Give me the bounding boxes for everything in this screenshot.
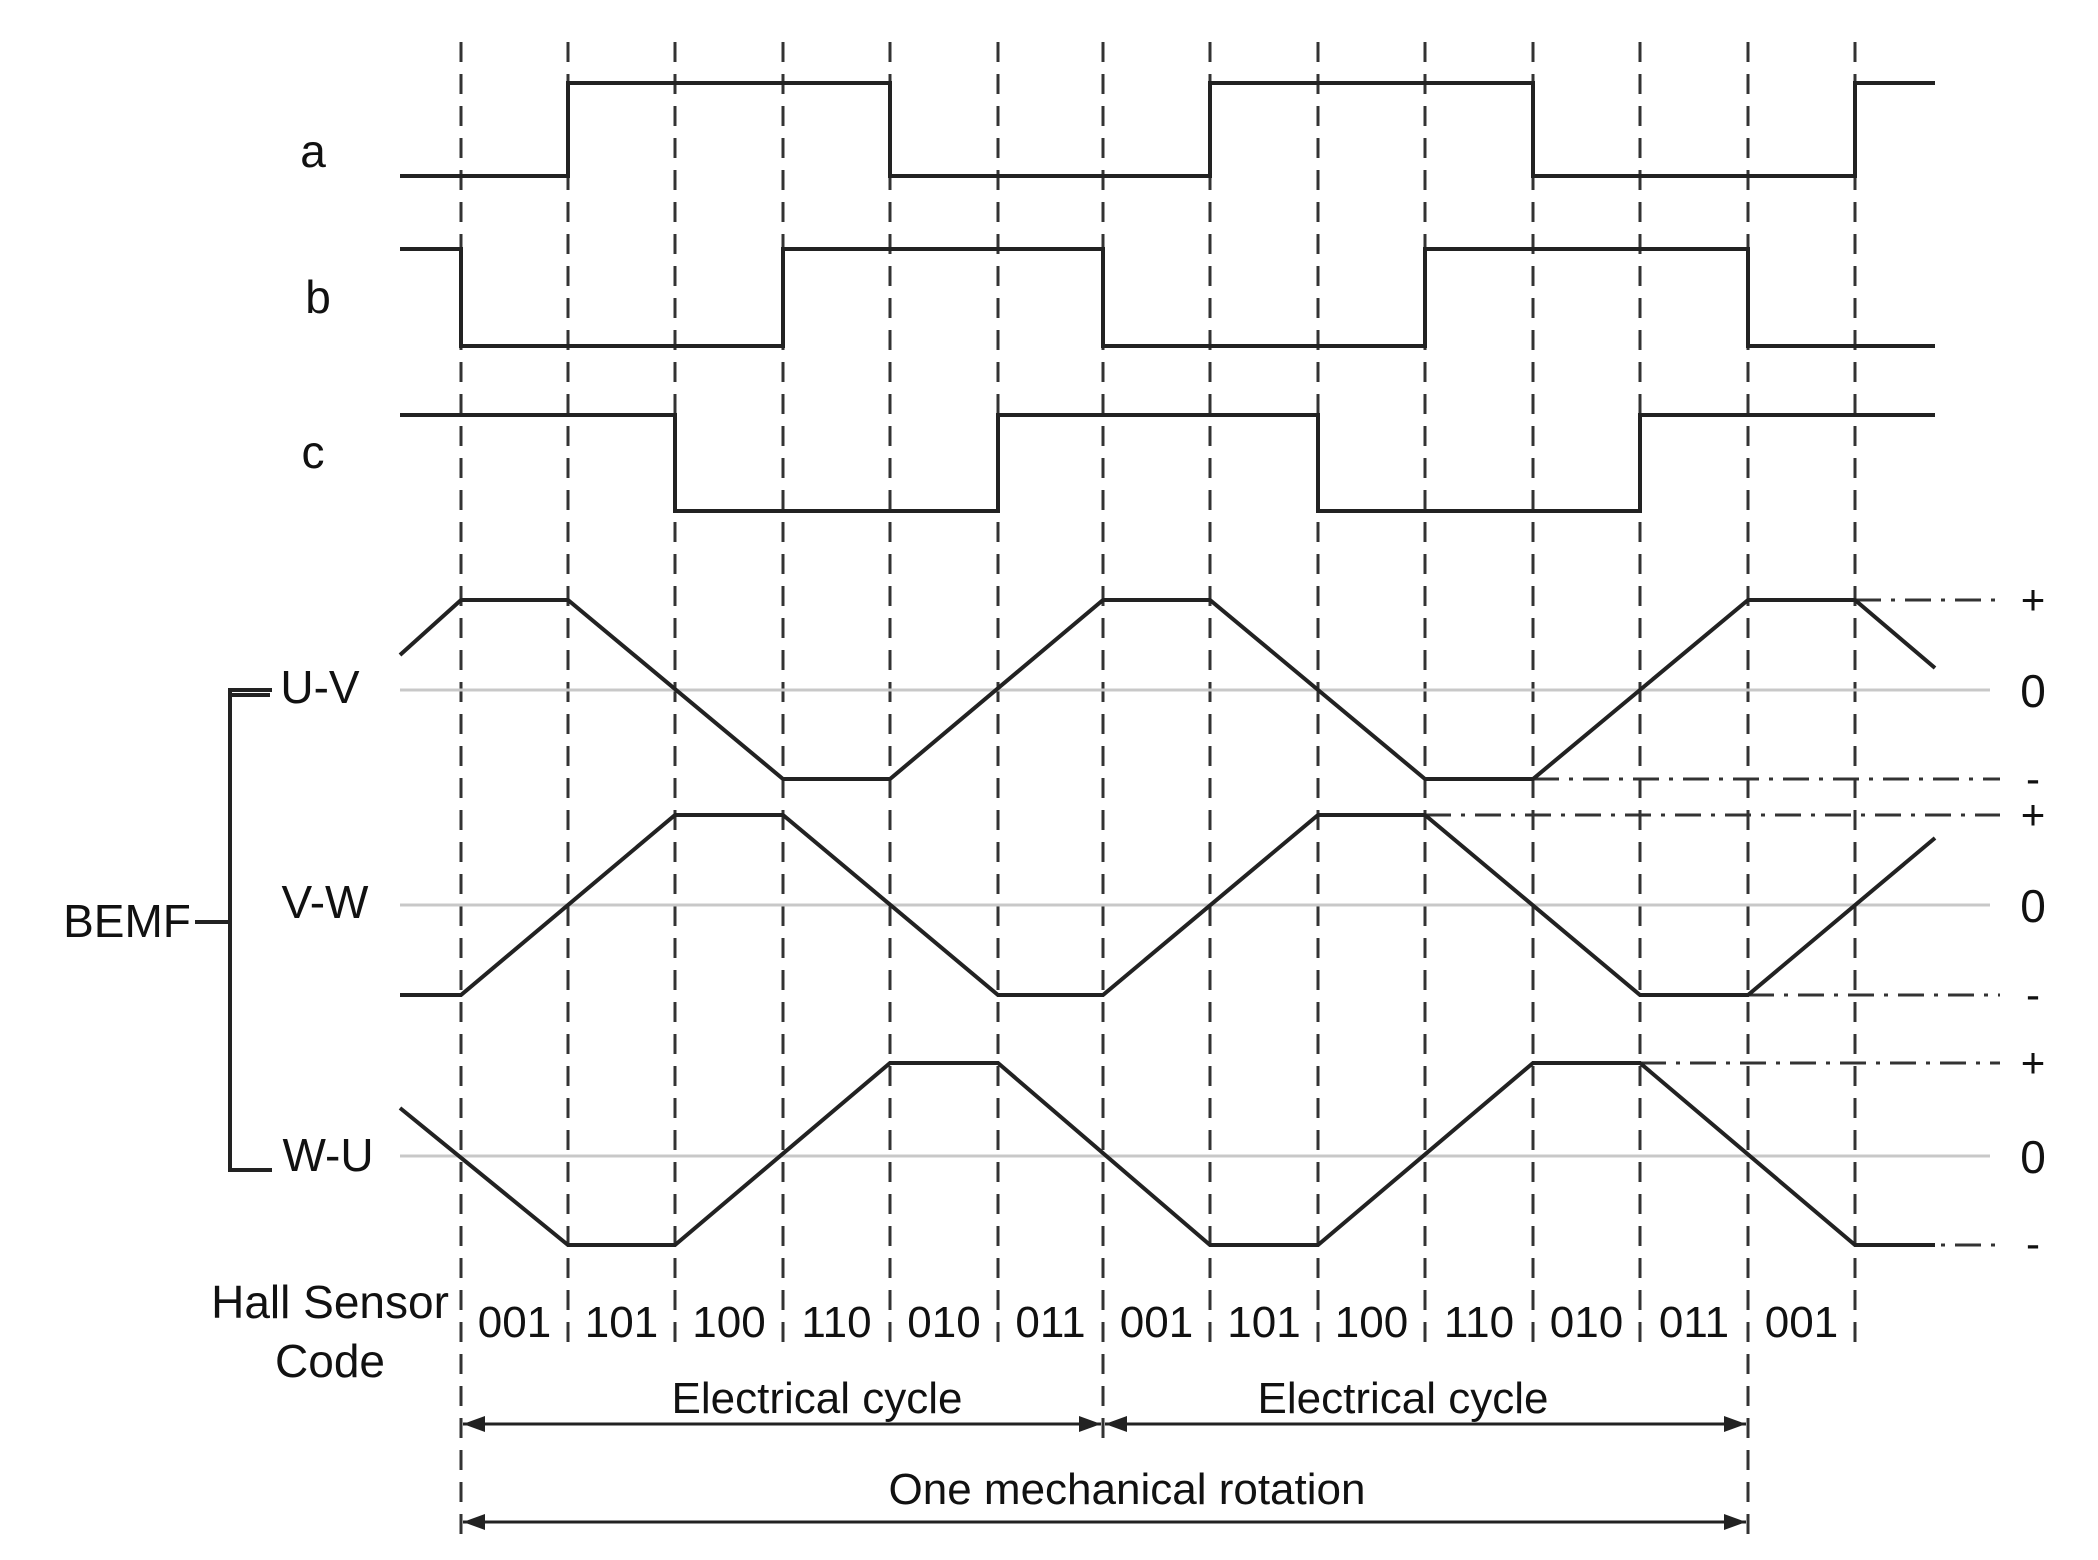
wu-zero-marker: 0 xyxy=(2020,1131,2046,1183)
hall-c-waveform xyxy=(400,413,1935,513)
mechanical-rotation-label: One mechanical rotation xyxy=(889,1465,1366,1514)
signal-label-wu: W-U xyxy=(282,1129,373,1181)
electrical-cycle-2-label: Electrical cycle xyxy=(1258,1374,1549,1423)
bemf-wu-waveform xyxy=(398,1061,1935,1247)
bemf-bracket-top xyxy=(228,693,266,1172)
signal-label-c: c xyxy=(302,426,325,478)
hall-code-label: 001 xyxy=(478,1298,551,1347)
electrical-cycle-2-arrowhead-left xyxy=(1105,1416,1127,1432)
hall-code-label: 110 xyxy=(1444,1298,1514,1347)
vw-minus-marker: - xyxy=(2026,971,2040,1018)
hall-code-row: 001 101 100 110 010 011 001 101 100 110 010 011 001 xyxy=(478,1298,1838,1347)
wu-plus-marker: + xyxy=(2021,1039,2046,1086)
electrical-cycle-1-arrowhead-right xyxy=(1079,1416,1101,1432)
hall-code-label: 001 xyxy=(1765,1298,1838,1347)
hall-code-label: 011 xyxy=(1659,1298,1729,1347)
hall-code-label: 010 xyxy=(907,1298,980,1347)
hall-code-title-line1: Hall Sensor xyxy=(211,1276,449,1328)
hall-code-label: 010 xyxy=(1550,1298,1623,1347)
bemf-bracket xyxy=(228,690,270,1172)
signal-label-a: a xyxy=(300,125,326,177)
electrical-cycle-1-arrowhead-left xyxy=(463,1416,485,1432)
vw-zero-marker: 0 xyxy=(2020,880,2046,932)
uv-minus-marker: - xyxy=(2026,755,2040,802)
hall-code-label: 011 xyxy=(1015,1298,1085,1347)
electrical-cycle-2-arrowhead-right xyxy=(1724,1416,1746,1432)
signal-label-vw: V-W xyxy=(282,876,369,928)
hall-code-title-line2: Code xyxy=(275,1335,385,1387)
uv-zero-marker: 0 xyxy=(2020,665,2046,717)
hall-code-label: 100 xyxy=(1335,1298,1408,1347)
vw-plus-marker: + xyxy=(2021,791,2046,838)
hall-code-label: 001 xyxy=(1120,1298,1193,1347)
signal-label-b: b xyxy=(305,271,331,323)
bemf-label: BEMF xyxy=(63,895,191,947)
hall-b-waveform xyxy=(400,247,1935,348)
electrical-cycle-1-label: Electrical cycle xyxy=(672,1374,963,1423)
hall-code-label: 101 xyxy=(585,1298,658,1347)
uv-plus-marker: + xyxy=(2021,576,2046,623)
mechanical-rotation-arrowhead-right xyxy=(1724,1514,1746,1530)
mechanical-rotation-arrowhead-left xyxy=(463,1514,485,1530)
bemf-bracket-full xyxy=(195,688,272,1172)
hall-code-label: 101 xyxy=(1227,1298,1300,1347)
hall-code-label: 100 xyxy=(692,1298,765,1347)
signal-label-uv: U-V xyxy=(280,661,360,713)
wu-minus-marker: - xyxy=(2026,1220,2040,1267)
bemf-uv-waveform xyxy=(398,598,1937,781)
hall-a-waveform xyxy=(400,81,1935,178)
hall-code-label: 110 xyxy=(801,1298,871,1347)
bemf-vw-waveform xyxy=(400,813,1937,997)
